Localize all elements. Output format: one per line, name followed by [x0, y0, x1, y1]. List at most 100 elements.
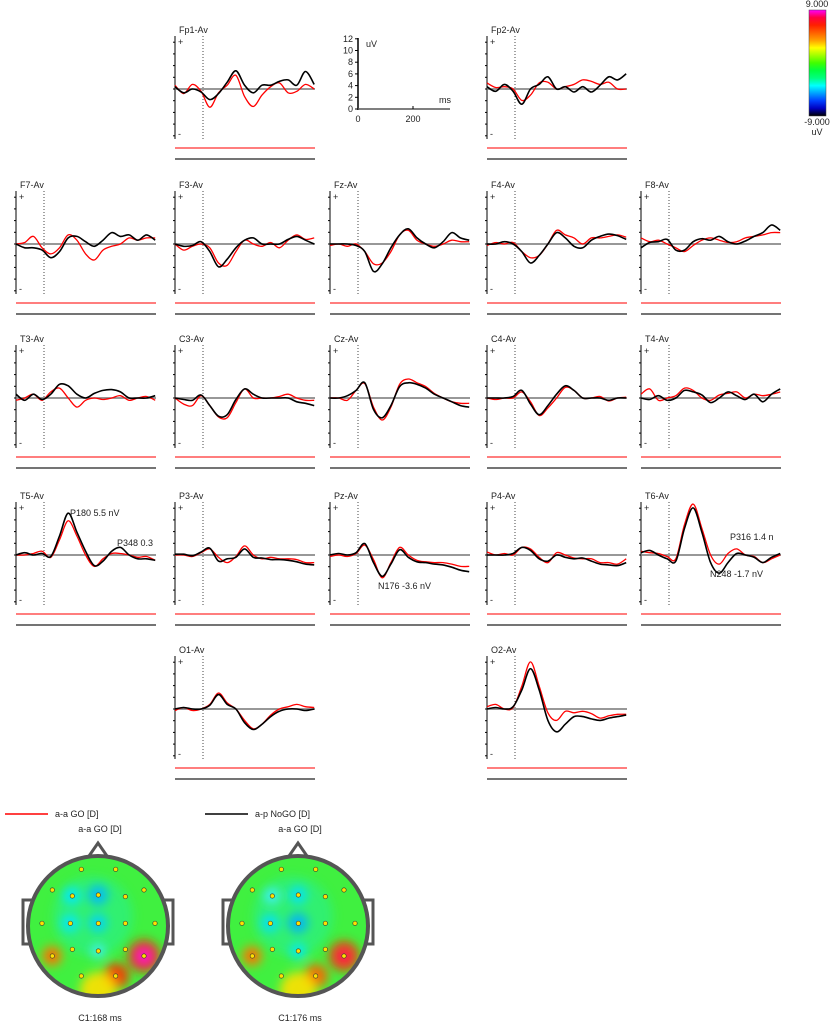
electrode-marker: [249, 887, 255, 893]
scale-y-tick: 4: [348, 81, 353, 91]
electrode-marker: [295, 948, 301, 954]
polarity-minus-mark: -: [19, 438, 22, 448]
colorbar-unit: uV: [811, 127, 822, 137]
channel-label: P3-Av: [179, 491, 204, 501]
polarity-plus-mark: +: [644, 346, 649, 356]
waveform-black: [486, 667, 627, 733]
peak-annotation: P348 0.3: [117, 538, 153, 548]
channel-label: Fp2-Av: [491, 25, 520, 35]
electrode-marker: [352, 920, 358, 926]
nose: [87, 840, 109, 857]
legend: a-a GO [D] a-p NoGO [D]: [5, 809, 310, 819]
topomap-2: a-a GO [D] C1:176 ms: [221, 824, 375, 1023]
waveform-black: [640, 388, 781, 404]
waveform-black: [174, 547, 315, 566]
electrode-marker: [122, 946, 128, 952]
electrode-marker: [341, 953, 347, 959]
electrode-marker: [95, 892, 101, 898]
waveform-red: [174, 74, 315, 108]
polarity-plus-mark: +: [19, 346, 24, 356]
topomap-caption: C1:176 ms: [278, 1013, 322, 1023]
channel-label: O1-Av: [179, 645, 205, 655]
waveform-black: [329, 542, 470, 578]
electrode-marker: [322, 946, 328, 952]
waveform-red: [15, 233, 156, 261]
polarity-plus-mark: +: [490, 192, 495, 202]
polarity-plus-mark: +: [19, 503, 24, 513]
channel-label: O2-Av: [491, 645, 517, 655]
scale-x-unit: ms: [439, 95, 451, 105]
electrode-marker: [49, 953, 55, 959]
electrode-marker: [278, 973, 284, 979]
channel-label: T6-Av: [645, 491, 669, 501]
polarity-minus-mark: -: [178, 129, 181, 139]
polarity-plus-mark: +: [490, 37, 495, 47]
electrode-marker: [122, 894, 128, 900]
electrode-marker: [49, 887, 55, 893]
polarity-plus-mark: +: [644, 192, 649, 202]
scale-y-tick: 6: [348, 69, 353, 79]
erp-panel-fz-av: Fz-Av + -: [328, 180, 470, 315]
waveform-red: [486, 386, 627, 417]
scale-y-tick: 10: [343, 46, 353, 56]
channel-label: C3-Av: [179, 334, 204, 344]
legend-label: a-p NoGO [D]: [255, 809, 310, 819]
channel-label: T3-Av: [20, 334, 44, 344]
polarity-minus-mark: -: [19, 284, 22, 294]
electrode-marker: [269, 946, 275, 952]
erp-panel-f4-av: F4-Av + -: [485, 180, 627, 315]
electrode-marker: [69, 946, 75, 952]
legend-label: a-a GO [D]: [55, 809, 99, 819]
electrode-marker: [295, 892, 301, 898]
waveform-black: [174, 388, 315, 418]
electrode-marker: [95, 920, 101, 926]
electrode-marker: [313, 866, 319, 872]
channel-label: Fp1-Av: [179, 25, 208, 35]
electrode-marker: [322, 894, 328, 900]
polarity-minus-mark: -: [333, 438, 336, 448]
waveform-red: [329, 544, 470, 579]
waveform-black: [15, 382, 156, 402]
waveform-black: [486, 231, 627, 264]
polarity-minus-mark: -: [644, 284, 647, 294]
waveform-black: [174, 693, 315, 731]
erp-panel-f7-av: F7-Av + -: [14, 180, 156, 315]
scale-x-tick: 200: [405, 114, 420, 124]
electrode-marker: [113, 973, 119, 979]
scale-y-tick: 8: [348, 57, 353, 67]
polarity-minus-mark: -: [490, 595, 493, 605]
waveform-red: [486, 546, 627, 565]
channel-label: Fz-Av: [334, 180, 358, 190]
polarity-minus-mark: -: [644, 438, 647, 448]
colorbar-min-label: -9.000: [804, 117, 830, 127]
erp-panel-f3-av: F3-Av + -: [173, 180, 315, 315]
waveform-black: [486, 73, 627, 105]
polarity-plus-mark: +: [490, 657, 495, 667]
polarity-minus-mark: -: [490, 749, 493, 759]
channel-label: P4-Av: [491, 491, 516, 501]
polarity-plus-mark: +: [644, 503, 649, 513]
topomap-title: a-a GO [D]: [278, 824, 322, 834]
head-outline: [226, 854, 370, 998]
colorbar-gradient: [808, 9, 827, 117]
erp-panel-fp2-av: Fp2-Av + -: [485, 25, 627, 160]
erp-panel-t3-av: T3-Av + -: [14, 334, 156, 469]
electrode-marker: [239, 920, 245, 926]
polarity-minus-mark: -: [178, 438, 181, 448]
electrode-marker: [69, 893, 75, 899]
electrode-marker: [141, 887, 147, 893]
waveform-black: [329, 381, 470, 419]
erp-panel-pz-av: Pz-Av + - N176 -3.6 nV: [328, 491, 470, 626]
erp-panel-c3-av: C3-Av + -: [173, 334, 315, 469]
erp-panel-c4-av: C4-Av + -: [485, 334, 627, 469]
erp-panel-t5-av: T5-Av + - P180 5.5 nV P348 0.3: [14, 491, 156, 626]
erp-panel-f8-av: F8-Av + -: [639, 180, 781, 315]
electrode-marker: [78, 866, 84, 872]
waveform-black: [174, 235, 315, 268]
electrode-marker: [141, 953, 147, 959]
polarity-minus-mark: -: [19, 595, 22, 605]
erp-panel-t6-av: T6-Av + - P316 1.4 n N248 -1.7 nV: [639, 491, 781, 626]
electrode-marker: [152, 920, 158, 926]
electrode-marker: [341, 887, 347, 893]
